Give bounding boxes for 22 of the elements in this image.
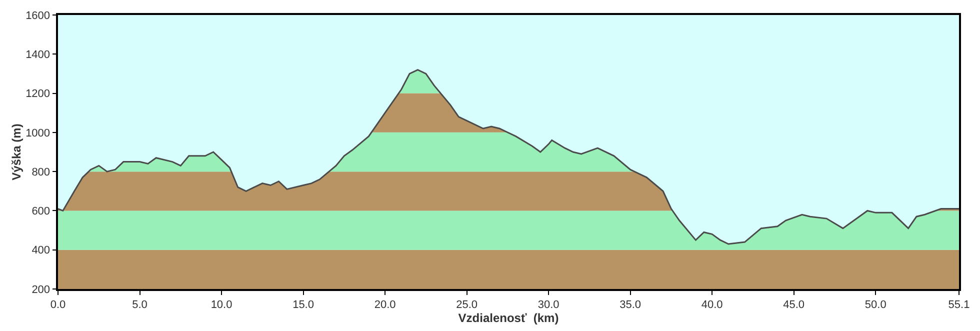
- x-tick-label: 0.0: [50, 298, 66, 311]
- y-tick-label: 1000: [26, 127, 50, 140]
- x-tick-label: 45.0: [783, 298, 805, 311]
- y-tick-label: 400: [32, 244, 50, 257]
- x-tick-label: 15.0: [292, 298, 314, 311]
- x-tick-label: 55.1: [948, 298, 970, 311]
- y-tick-label: 1200: [26, 88, 50, 100]
- x-tick-label: 30.0: [538, 298, 560, 311]
- x-tick-label: 5.0: [132, 298, 148, 311]
- x-tick-label: 10.0: [210, 298, 232, 311]
- x-tick-label: 40.0: [701, 298, 723, 311]
- x-tick-label: 35.0: [620, 298, 642, 311]
- x-tick-label: 25.0: [456, 298, 478, 311]
- x-tick-label: 50.0: [864, 298, 886, 311]
- y-axis-title: Výška (m): [9, 124, 24, 180]
- x-axis-title: Vzdialenosť (km): [458, 310, 559, 325]
- y-tick-label: 200: [32, 284, 50, 296]
- y-tick-label: 600: [32, 206, 50, 218]
- y-tick-label: 1400: [26, 48, 50, 61]
- x-tick-label: 20.0: [374, 298, 396, 311]
- y-tick-label: 1600: [26, 10, 50, 22]
- y-tick-label: 800: [32, 166, 50, 178]
